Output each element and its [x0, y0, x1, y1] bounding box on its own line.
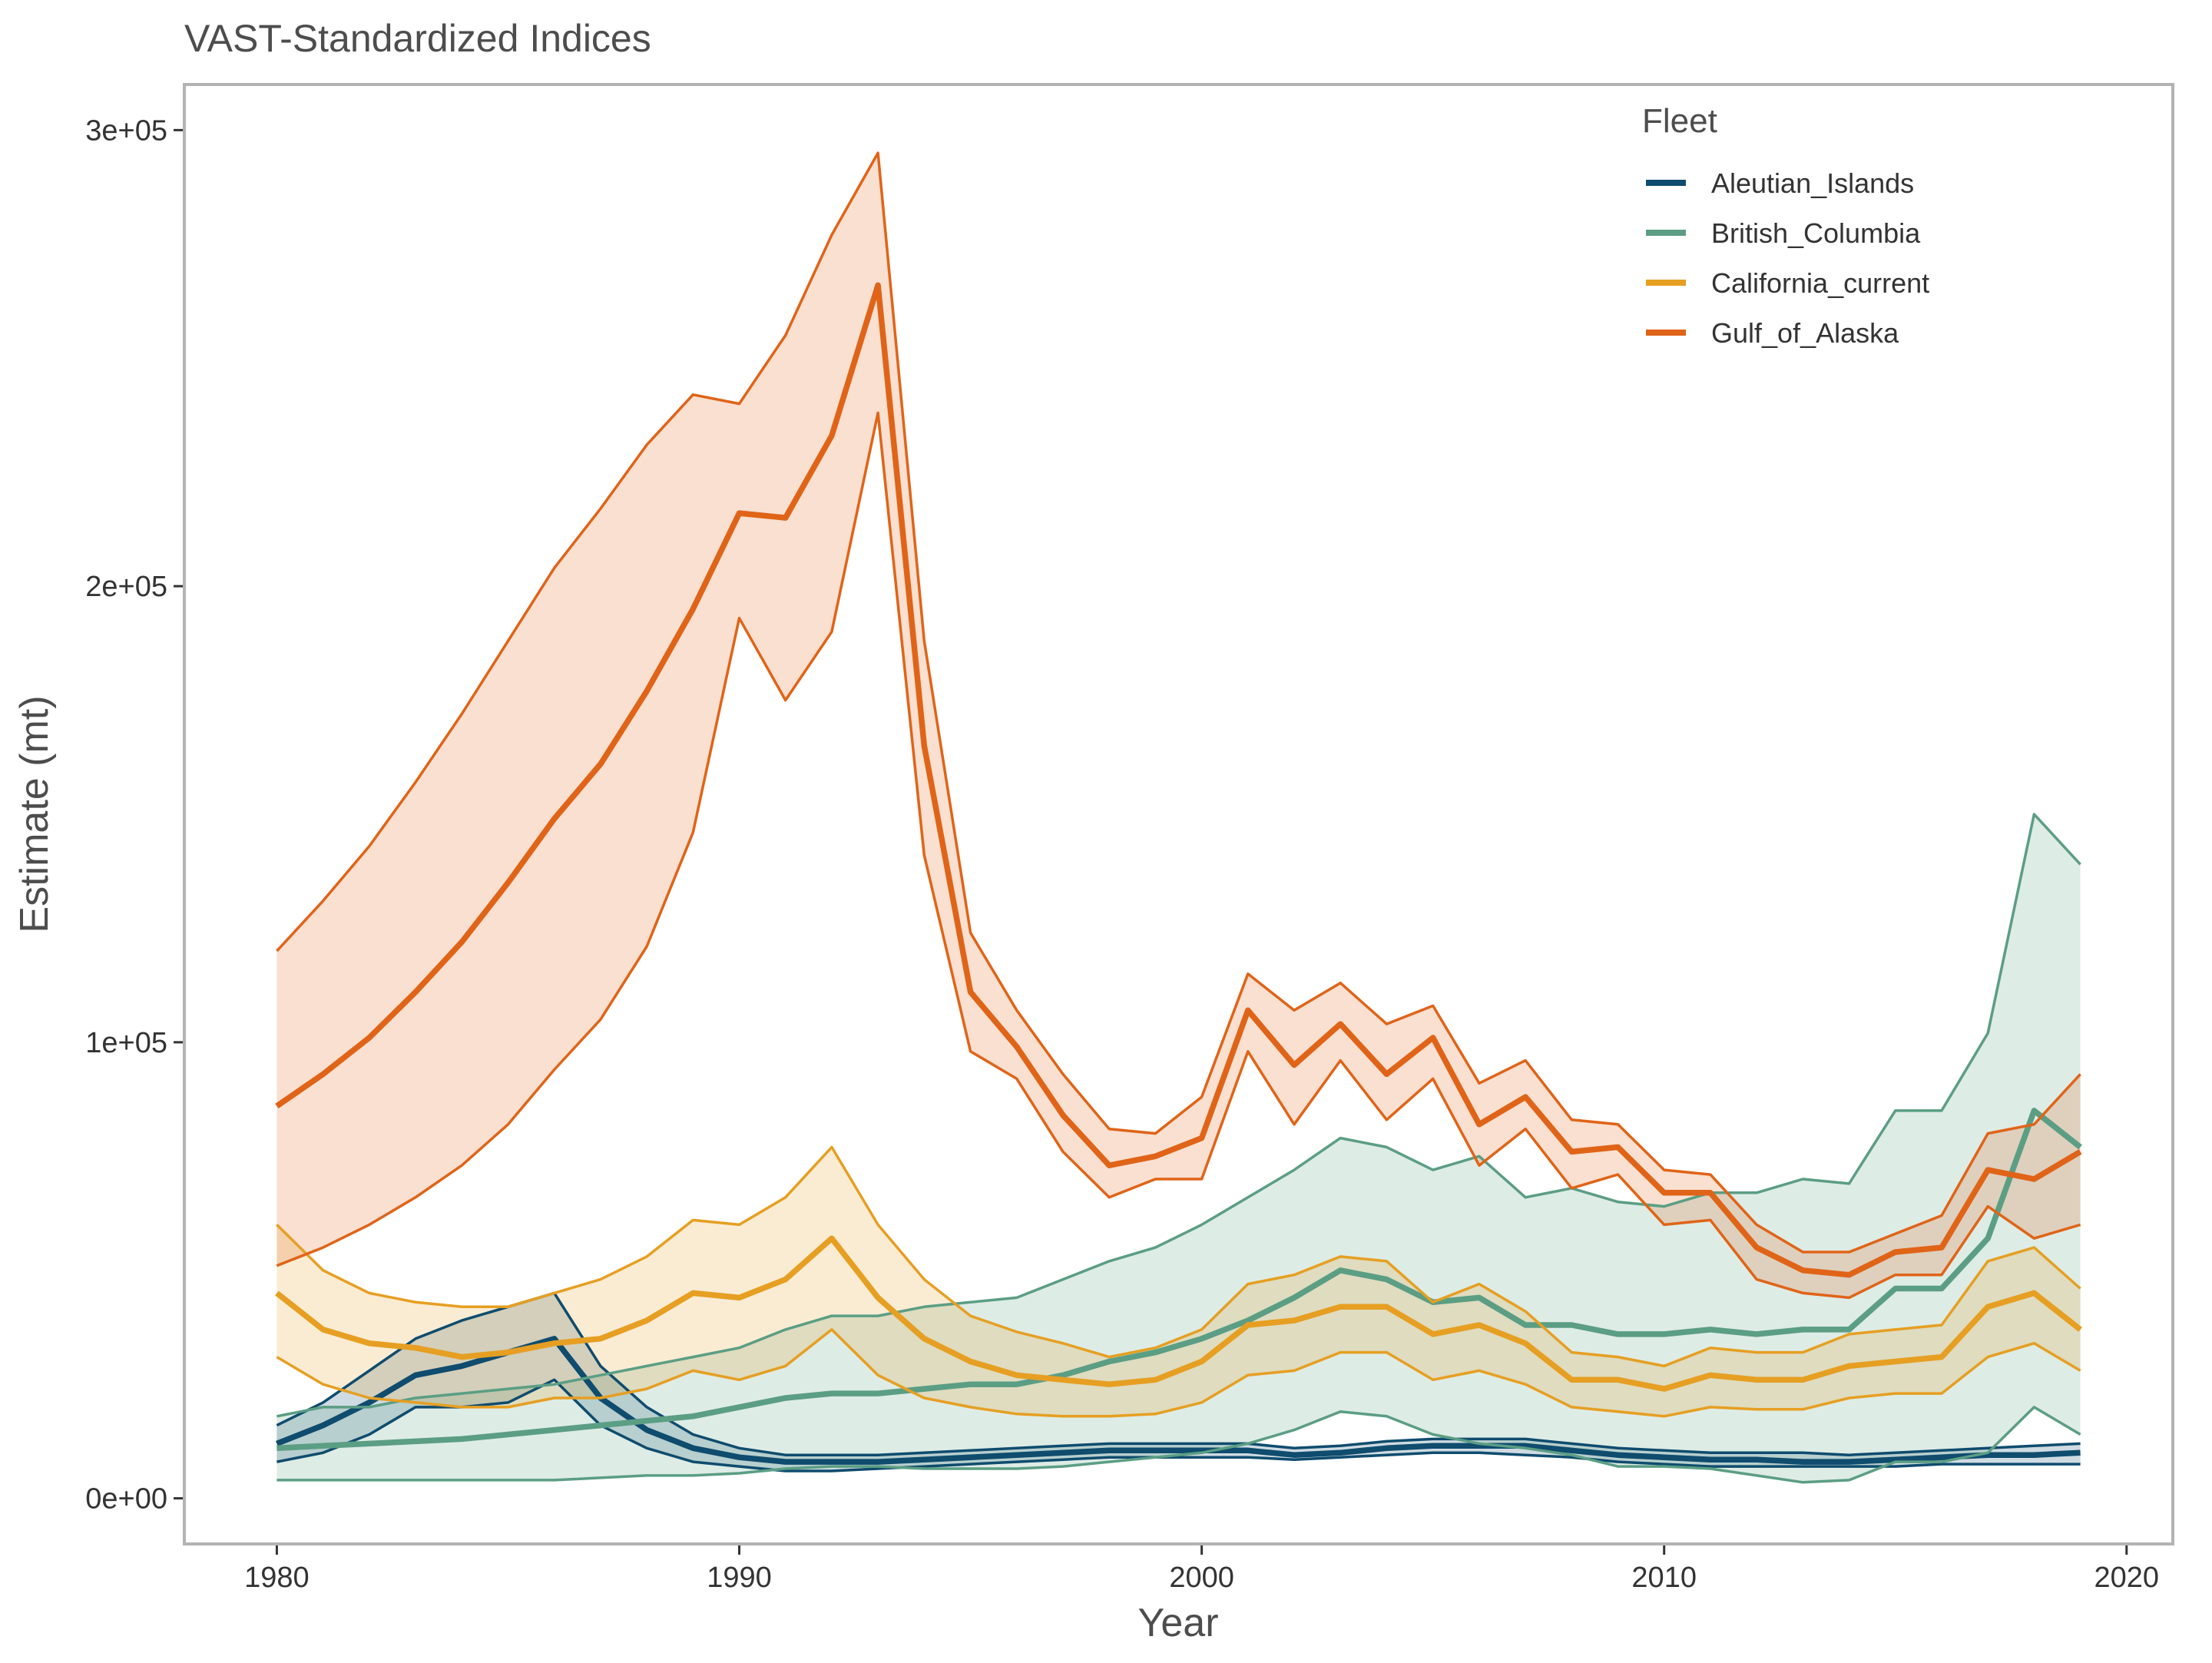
legend-title: Fleet: [1642, 102, 1717, 140]
british-columbia-confidence-band: [276, 814, 2081, 1482]
gulf-of-alaska-upper-bound-line: [276, 151, 2081, 1254]
british-columbia-lower-bound-line: [276, 1406, 2081, 1484]
legend-label-british-columbia: British_Columbia: [1711, 217, 1921, 249]
x-tick-label: 2000: [1169, 1562, 1234, 1594]
aleutian-islands-lower-bound-line: [276, 1378, 2081, 1473]
y-tick-label: 1e+05: [85, 1027, 167, 1059]
aleutian-islands-estimate-line: [276, 1336, 2081, 1465]
y-axis-title: Estimate (mt): [12, 695, 57, 933]
plot-panel: [183, 83, 2174, 1545]
x-axis: 1980 1990 2000 2010 2020: [244, 1545, 2159, 1594]
legend-label-aleutian-islands: Aleutian_Islands: [1711, 167, 1914, 199]
legend-label-gulf-of-alaska: Gulf_of_Alaska: [1711, 317, 1899, 349]
british-columbia-estimate-line: [276, 1108, 2082, 1452]
aleutian-islands-upper-bound-line: [276, 1291, 2081, 1456]
y-tick-label: 2e+05: [85, 571, 167, 603]
y-tick-label: 3e+05: [85, 114, 167, 147]
y-tick-label: 0e+00: [85, 1483, 167, 1516]
x-axis-title: Year: [1137, 1601, 1218, 1645]
x-tick-label: 2010: [1631, 1562, 1697, 1594]
british-columbia-upper-bound-line: [276, 813, 2081, 1418]
gulf-of-alaska-lower-bound-line: [276, 411, 2081, 1300]
california-current-estimate-line: [275, 1235, 2082, 1392]
gulf-of-alaska-estimate-line: [275, 282, 2082, 1278]
legend-label-california-current: California_current: [1711, 267, 1929, 299]
x-tick-label: 1980: [244, 1562, 310, 1594]
lines-layer: [275, 151, 2082, 1484]
y-axis: 0e+00 1e+05 2e+05 3e+05: [85, 114, 183, 1516]
california-current-lower-bound-line: [276, 1328, 2081, 1418]
x-tick-label: 1990: [707, 1562, 772, 1594]
legend: Fleet Aleutian_Islands British_Columbia Ca…: [1642, 102, 1929, 349]
chart-title: VAST-Standardized Indices: [184, 17, 651, 60]
california-current-upper-bound-line: [276, 1145, 2081, 1368]
gulf-of-alaska-confidence-band: [276, 153, 2081, 1298]
x-tick-label: 2020: [2094, 1562, 2160, 1594]
